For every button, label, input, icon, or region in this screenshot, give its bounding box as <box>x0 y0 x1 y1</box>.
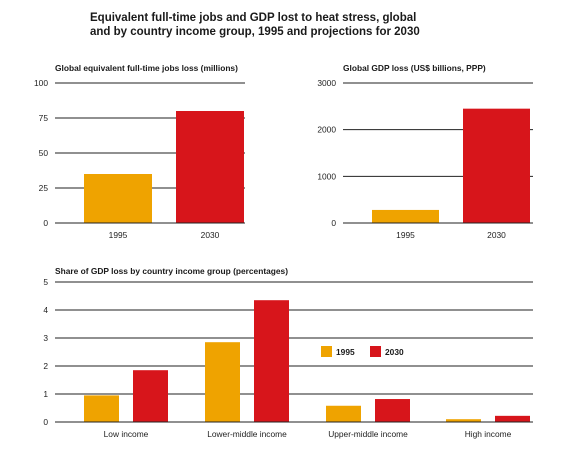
legend-label-1995: 1995 <box>336 347 355 357</box>
gdp-y-tick-label: 2000 <box>317 125 336 135</box>
gdp-chart-title: Global GDP loss (US$ billions, PPP) <box>343 63 486 73</box>
jobs-bar-2030 <box>176 111 244 223</box>
share-x-tick-label: High income <box>465 429 512 439</box>
gdp-bar-2030 <box>463 108 530 223</box>
jobs-y-tick-label: 75 <box>39 113 49 123</box>
jobs-chart-title: Global equivalent full-time jobs loss (m… <box>55 63 238 73</box>
share-bar-lower-middle-income-1995 <box>205 342 240 422</box>
share-bar-low-income-2030 <box>133 370 168 422</box>
figure-title: Equivalent full-time jobs and GDP lost t… <box>90 11 420 39</box>
jobs-y-tick-label: 0 <box>43 218 48 228</box>
gdp-y-tick-label: 0 <box>331 218 336 228</box>
share-y-tick-label: 5 <box>43 277 48 287</box>
share-x-tick-label: Lower-middle income <box>207 429 287 439</box>
jobs-x-tick-label: 1995 <box>109 230 128 240</box>
share-bar-upper-middle-income-1995 <box>326 405 361 422</box>
share-bar-lower-middle-income-2030 <box>254 300 289 422</box>
jobs-x-tick-label: 2030 <box>201 230 220 240</box>
share-bar-upper-middle-income-2030 <box>375 399 410 422</box>
gdp-x-tick-label: 1995 <box>396 230 415 240</box>
legend-swatch-2030 <box>370 346 381 357</box>
share-chart-title: Share of GDP loss by country income grou… <box>55 266 288 276</box>
figure-title-line-1: Equivalent full-time jobs and GDP lost t… <box>90 12 417 24</box>
share-bar-low-income-1995 <box>84 395 119 422</box>
legend-swatch-1995 <box>321 346 332 357</box>
jobs-y-tick-label: 50 <box>39 148 49 158</box>
share-y-tick-label: 2 <box>43 361 48 371</box>
jobs-y-tick-label: 25 <box>39 183 49 193</box>
share-bar-high-income-2030 <box>495 415 530 422</box>
share-y-tick-label: 1 <box>43 389 48 399</box>
share-y-tick-label: 0 <box>43 417 48 427</box>
share-x-tick-label: Low income <box>104 429 149 439</box>
gdp-bar-1995 <box>372 209 439 223</box>
figure-title-line-2: and by country income group, 1995 and pr… <box>90 26 420 38</box>
gdp-x-tick-label: 2030 <box>487 230 506 240</box>
share-y-tick-label: 4 <box>43 305 48 315</box>
gdp-y-tick-label: 1000 <box>317 171 336 181</box>
gdp-y-tick-label: 3000 <box>317 78 336 88</box>
jobs-bar-1995 <box>84 174 152 223</box>
share-x-tick-label: Upper-middle income <box>328 429 408 439</box>
share-bar-high-income-1995 <box>446 419 481 422</box>
share-y-tick-label: 3 <box>43 333 48 343</box>
jobs-y-tick-label: 100 <box>34 78 48 88</box>
legend-label-2030: 2030 <box>385 347 404 357</box>
